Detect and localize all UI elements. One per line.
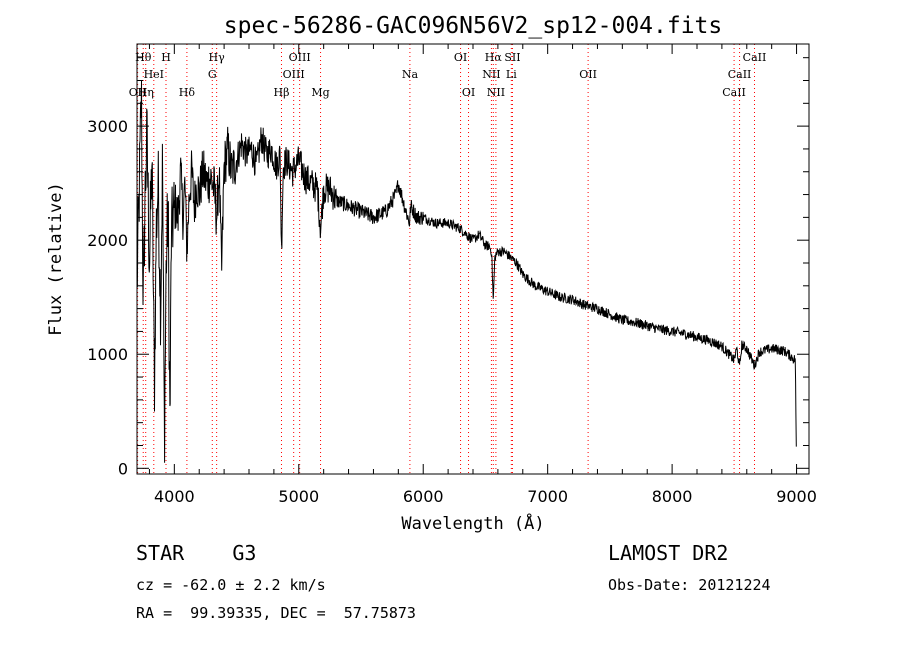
x-tick-label-3: 7000 — [527, 487, 568, 506]
line-marker-label-21: CaII — [722, 86, 746, 99]
x-tick-label-0: 4000 — [154, 487, 195, 506]
redshift-value: cz = -62.0 ± 2.2 km/s — [136, 576, 326, 594]
y-tick-label-1: 1000 — [87, 345, 128, 364]
line-marker-label-3: HeI — [144, 68, 164, 81]
line-marker-label-8: Hβ — [274, 86, 290, 99]
line-marker-label-2: Hη — [138, 86, 154, 99]
line-marker-label-22: CaII — [728, 68, 752, 81]
line-marker-label-20: OII — [579, 68, 597, 81]
chart-title: spec-56286-GAC096N56V2_sp12-004.fits — [224, 13, 723, 39]
line-marker-label-18: SII — [504, 51, 520, 64]
axis-ticks: 4000 5000 6000 7000 8000 9000 0 1000 2000 3000 — [87, 44, 817, 506]
x-tick-label-1: 5000 — [278, 487, 319, 506]
line-marker-label-5: Hδ — [179, 86, 196, 99]
line-marker-label-10: OIII — [289, 51, 311, 64]
x-axis-label: Wavelength (Å) — [401, 512, 544, 534]
line-marker-label-6: G — [208, 68, 217, 81]
plot-frame — [136, 43, 810, 475]
line-marker-label-12: Na — [402, 68, 419, 81]
x-tick-label-2: 6000 — [403, 487, 444, 506]
y-tick-label-3: 3000 — [87, 117, 128, 136]
line-marker-label-9: OIII — [283, 68, 305, 81]
survey-name: LAMOST DR2 — [608, 541, 729, 565]
line-marker-label-17: NII — [487, 86, 505, 99]
line-marker-label-13: OI — [454, 51, 467, 64]
line-marker-label-1: Hθ — [135, 51, 152, 64]
y-tick-label-0: 0 — [118, 459, 128, 478]
y-axis-label: Flux (relative) — [46, 182, 66, 336]
line-marker-label-16: Hα — [485, 51, 503, 64]
line-marker-label-23: CaII — [743, 51, 767, 64]
spectrum-line — [136, 80, 797, 463]
line-marker-label-4: H — [161, 51, 171, 64]
line-marker-label-7: Hγ — [209, 51, 226, 64]
x-tick-label-4: 8000 — [652, 487, 693, 506]
line-marker-label-11: Mg — [311, 86, 329, 99]
line-marker-label-14: OI — [462, 86, 475, 99]
coordinates: RA = 99.39335, DEC = 57.75873 — [136, 604, 416, 622]
obs-date: Obs-Date: 20121224 — [608, 576, 771, 594]
object-type: STAR G3 — [136, 541, 257, 565]
spectrum-series — [136, 80, 797, 463]
line-marker-label-15: NII — [482, 68, 500, 81]
y-tick-label-2: 2000 — [87, 231, 128, 250]
x-tick-label-5: 9000 — [776, 487, 817, 506]
line-markers: OII Hθ Hη HeI H Hδ G Hγ Hβ OIII OIII Mg Na OI OI NII Hα N… — [129, 44, 767, 474]
line-marker-label-19: Li — [506, 68, 517, 81]
